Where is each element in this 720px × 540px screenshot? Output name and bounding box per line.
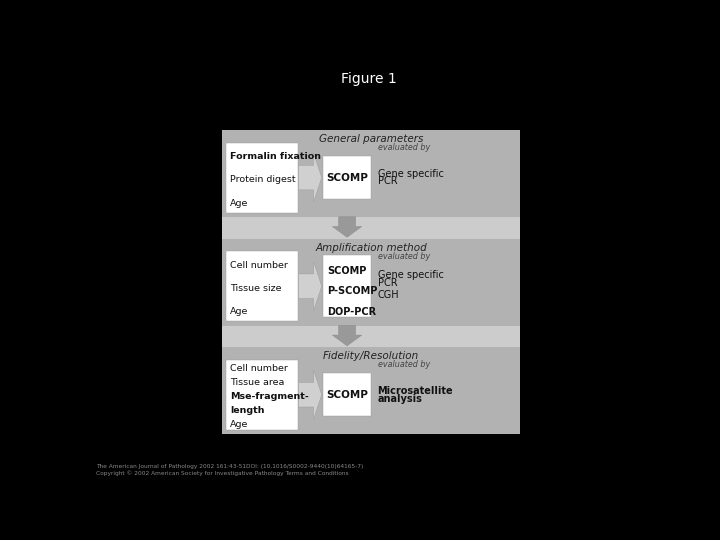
Text: P-SCOMP: P-SCOMP: [327, 286, 377, 296]
Text: Protein digest: Protein digest: [230, 176, 296, 185]
Bar: [226, 143, 297, 213]
Bar: [323, 373, 372, 416]
Text: General parameters: General parameters: [319, 134, 423, 144]
Text: analysis: analysis: [377, 394, 423, 403]
Text: Age: Age: [230, 420, 248, 429]
Text: Figure 1: Figure 1: [341, 72, 397, 86]
Text: Mse-fragment-: Mse-fragment-: [230, 392, 309, 401]
Bar: [226, 251, 297, 321]
Polygon shape: [299, 262, 322, 310]
Bar: [222, 130, 520, 434]
Text: Formalin fixation: Formalin fixation: [230, 152, 321, 161]
Polygon shape: [333, 326, 361, 346]
Text: Cell number: Cell number: [230, 363, 288, 373]
Text: PCR: PCR: [377, 177, 397, 186]
Polygon shape: [333, 217, 361, 237]
Bar: [323, 156, 372, 199]
Text: length: length: [230, 406, 265, 415]
Text: PCR: PCR: [377, 278, 397, 288]
Text: Amplification method: Amplification method: [315, 242, 427, 253]
Text: evaluated by: evaluated by: [377, 361, 430, 369]
Text: Tissue area: Tissue area: [230, 377, 284, 387]
Text: Cell number: Cell number: [230, 261, 288, 269]
Text: Gene specific: Gene specific: [377, 271, 444, 280]
Text: Fidelity/Resolution: Fidelity/Resolution: [323, 351, 419, 361]
Text: Microsatellite: Microsatellite: [377, 386, 453, 396]
Polygon shape: [299, 153, 322, 202]
Text: Gene specific: Gene specific: [377, 169, 444, 179]
Bar: [222, 326, 520, 347]
Bar: [222, 217, 520, 239]
Text: The American Journal of Pathology 2002 161:43-51DOI: (10.1016/S0002-9440(10)6416: The American Journal of Pathology 2002 1…: [96, 464, 364, 469]
Text: CGH: CGH: [377, 291, 399, 300]
Text: Tissue size: Tissue size: [230, 284, 282, 293]
Text: DOP-PCR: DOP-PCR: [327, 307, 377, 317]
Text: SCOMP: SCOMP: [326, 390, 368, 400]
Polygon shape: [299, 370, 322, 419]
Text: Age: Age: [230, 307, 248, 316]
Bar: [222, 347, 520, 434]
Text: SCOMP: SCOMP: [326, 173, 368, 183]
Bar: [226, 360, 297, 430]
Text: evaluated by: evaluated by: [377, 143, 430, 152]
Bar: [323, 255, 372, 317]
Text: Copyright © 2002 American Society for Investigative Pathology Terms and Conditio: Copyright © 2002 American Society for In…: [96, 470, 348, 476]
Bar: [222, 239, 520, 326]
Text: SCOMP: SCOMP: [327, 266, 366, 276]
Bar: [222, 130, 520, 217]
Text: evaluated by: evaluated by: [377, 252, 430, 261]
Text: Age: Age: [230, 199, 248, 208]
